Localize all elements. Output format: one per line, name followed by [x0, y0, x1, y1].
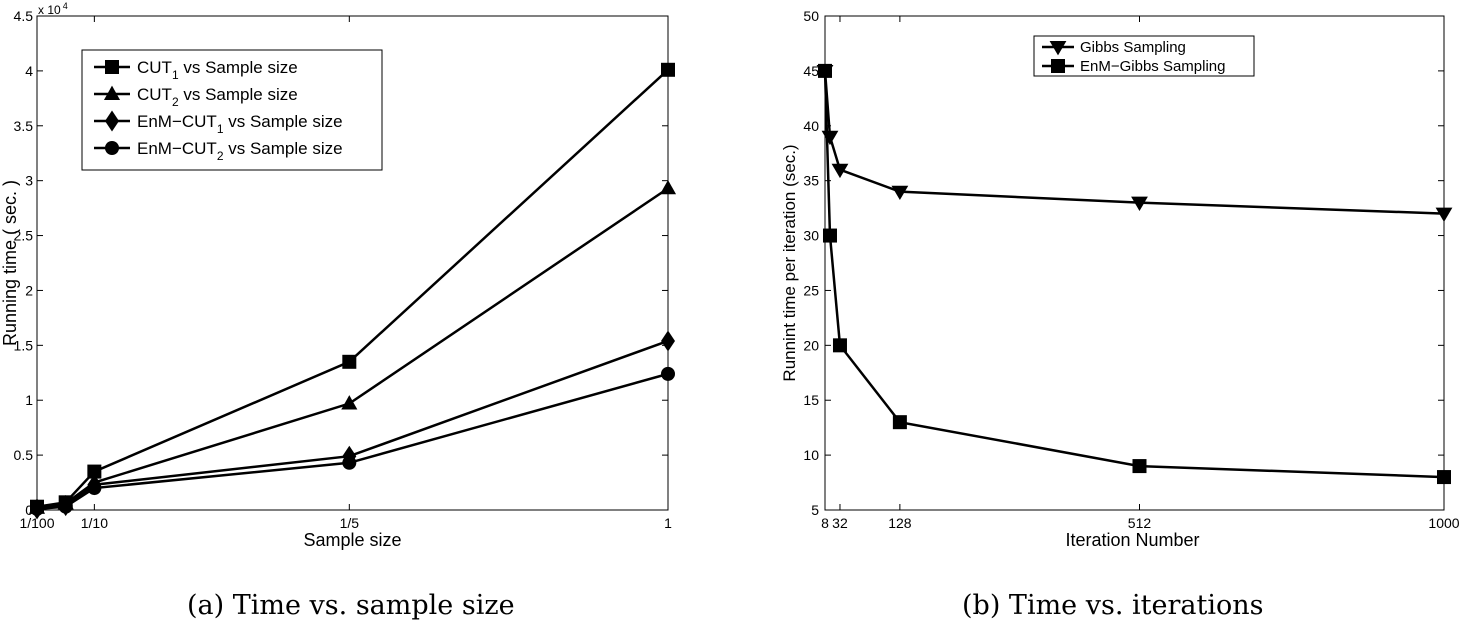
data-point-b-1 — [891, 185, 909, 201]
data-point-a-4 — [342, 455, 357, 470]
y-tick-label-a: 4 — [25, 63, 33, 79]
data-point-b-1 — [1435, 207, 1453, 222]
legend-subscript-a: 2 — [172, 95, 179, 109]
data-point-a-4 — [30, 501, 44, 516]
y-tick-label-a: 1 — [25, 392, 33, 408]
data-point-b-2 — [832, 338, 847, 353]
x-tick-label-a: 1/5 — [340, 515, 360, 531]
data-point-a-4 — [661, 366, 675, 381]
legend-label-b: Gibbs Sampling — [1080, 39, 1186, 56]
caption-a: (a) Time vs. sample size — [187, 590, 515, 621]
y-axis-label-a: Running time ( sec. ) — [0, 180, 20, 346]
series-line-b-2 — [823, 70, 1445, 479]
legend-label-b: EnM−Gibbs Sampling — [1080, 58, 1226, 75]
data-point-b-1 — [821, 130, 839, 146]
y-tick-label-b: 15 — [803, 392, 819, 408]
y-tick-label-a: 1.5 — [14, 337, 34, 353]
legend-label-suffix-a: vs Sample size — [179, 85, 298, 104]
legend-marker-a — [105, 110, 119, 132]
plot-frame-b — [824, 15, 1445, 511]
legend-marker-b — [1051, 59, 1065, 73]
x-tick-label-b: 32 — [832, 515, 848, 531]
data-point-b-2 — [822, 228, 837, 243]
series-line-b-1 — [823, 70, 1445, 215]
legend-marker-a — [103, 85, 121, 100]
y-tick-label-b: 35 — [803, 173, 819, 189]
y-multiplier-exponent-a: 4 — [63, 1, 68, 11]
data-point-a-1 — [661, 62, 675, 77]
data-point-a-1 — [87, 464, 102, 479]
caption-b: (b) Time vs. iterations — [962, 590, 1264, 621]
y-axis-label-b: Runnint time per iteration (sec.) — [780, 144, 799, 381]
data-point-b-1 — [831, 163, 849, 179]
plot-frame-a — [36, 15, 669, 511]
data-point-b-1 — [1131, 196, 1148, 212]
legend-label-suffix-a: vs Sample size — [179, 58, 298, 77]
y-tick-label-b: 10 — [803, 447, 819, 463]
data-point-a-1 — [342, 354, 357, 369]
x-tick-label-a: 1/100 — [19, 515, 54, 531]
y-tick-label-b: 20 — [803, 337, 819, 353]
y-multiplier-label-a: x 10 4 — [38, 1, 68, 17]
data-point-a-4 — [87, 481, 102, 496]
y-tick-label-a: 0.5 — [14, 447, 34, 463]
x-axis-label-a: Sample size — [303, 530, 401, 550]
legend-marker-b — [1049, 41, 1067, 56]
x-axis-label-b: Iteration Number — [1065, 530, 1199, 550]
y-tick-label-b: 5 — [811, 502, 819, 518]
data-point-b-2 — [1437, 470, 1451, 485]
y-tick-label-a: 4.5 — [14, 8, 34, 24]
y-tick-label-b: 25 — [803, 282, 819, 298]
legend-b — [1033, 35, 1255, 77]
legend-label-suffix-a: vs Sample size — [224, 112, 343, 131]
x-tick-label-b: 1000 — [1428, 515, 1459, 531]
data-point-a-2 — [341, 395, 358, 410]
y-tick-label-a: 2.5 — [14, 228, 34, 244]
x-tick-label-a: 1/10 — [81, 515, 108, 531]
series-line-a-4 — [36, 372, 669, 511]
data-point-b-2 — [1132, 459, 1147, 474]
data-point-a-2 — [659, 179, 677, 195]
legend-subscript-a: 1 — [217, 122, 224, 136]
data-point-b-2 — [818, 63, 832, 78]
x-tick-label-b: 512 — [1128, 515, 1152, 531]
y-tick-label-a: 3.5 — [14, 118, 34, 134]
x-tick-label-b: 128 — [888, 515, 912, 531]
y-tick-label-b: 30 — [803, 228, 819, 244]
data-point-a-3 — [661, 330, 675, 352]
y-tick-label-b: 50 — [803, 8, 819, 24]
y-tick-label-a: 2 — [25, 282, 33, 298]
legend-marker-a — [105, 141, 119, 155]
data-point-b-2 — [892, 415, 907, 430]
legend-a — [81, 49, 383, 171]
legend-subscript-a: 1 — [172, 68, 179, 82]
y-tick-label-a: 0 — [25, 502, 33, 518]
y-tick-label-b: 40 — [803, 118, 819, 134]
legend-label-suffix-a: vs Sample size — [224, 139, 343, 158]
x-tick-label-a: 1 — [664, 515, 672, 531]
legend-subscript-a: 2 — [217, 149, 224, 163]
y-tick-label-b: 45 — [803, 63, 819, 79]
y-tick-label-a: 3 — [25, 173, 33, 189]
data-point-a-4 — [58, 499, 73, 514]
x-tick-label-b: 8 — [821, 515, 829, 531]
legend-marker-a — [105, 60, 119, 74]
